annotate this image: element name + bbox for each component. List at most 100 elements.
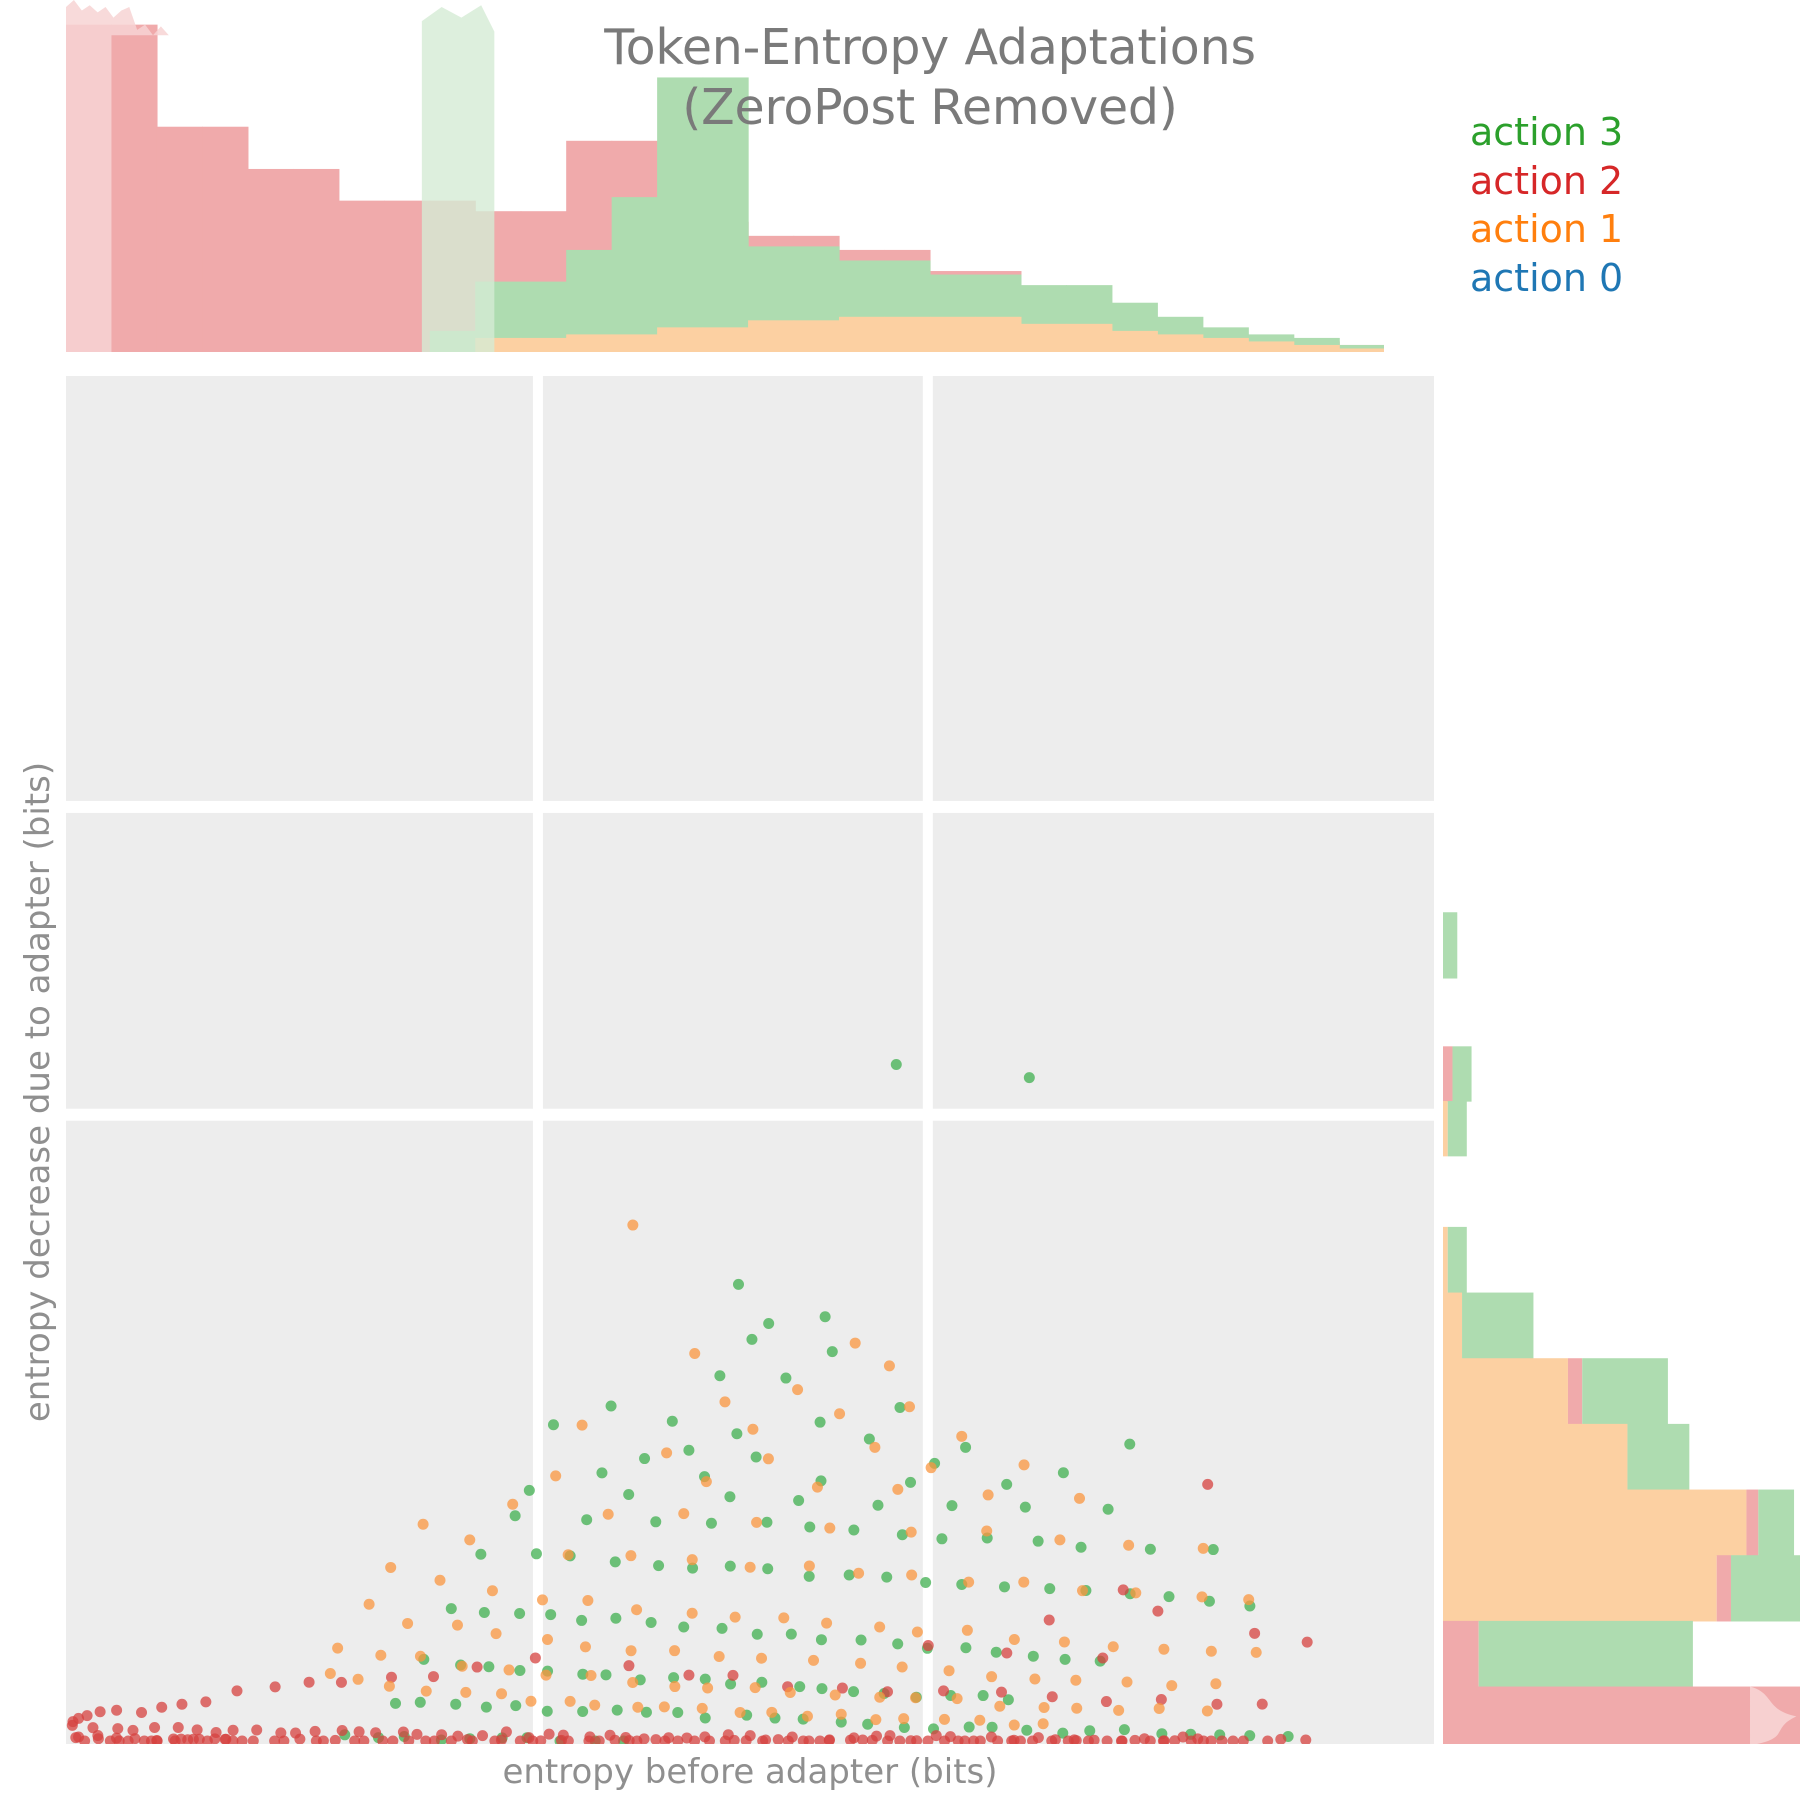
scatter-point bbox=[377, 1735, 389, 1744]
scatter-point bbox=[1058, 1636, 1070, 1648]
scatter-point bbox=[1118, 1724, 1130, 1736]
scatter-point bbox=[669, 1681, 681, 1693]
scatter-point bbox=[804, 1521, 816, 1533]
scatter-point bbox=[428, 1735, 440, 1744]
scatter-point bbox=[593, 1735, 605, 1744]
scatter-point bbox=[905, 1735, 917, 1744]
scatter-point bbox=[835, 1716, 847, 1728]
scatter-point bbox=[1196, 1591, 1208, 1603]
scatter-point bbox=[475, 1548, 487, 1560]
scatter-point bbox=[938, 1713, 950, 1725]
scatter-point bbox=[632, 1701, 644, 1713]
right-hist-kde-tail-shape bbox=[1750, 1686, 1797, 1744]
legend-item-action-2[interactable]: action 2 bbox=[1470, 158, 1624, 203]
scatter-point bbox=[751, 1516, 763, 1528]
scatter-point bbox=[699, 1673, 711, 1685]
scatter-point bbox=[611, 1704, 623, 1716]
scatter-point bbox=[951, 1693, 963, 1705]
scatter-point bbox=[797, 1735, 809, 1744]
scatter-point bbox=[811, 1481, 823, 1493]
scatter-point bbox=[1216, 1735, 1228, 1744]
scatter-point bbox=[1097, 1652, 1109, 1664]
scatter-point bbox=[1144, 1735, 1156, 1744]
scatter-point bbox=[397, 1726, 409, 1738]
scatter-plot-panel[interactable] bbox=[66, 376, 1434, 1744]
scatter-point bbox=[911, 1626, 923, 1638]
top-hist-bar bbox=[247, 168, 294, 352]
top-hist-bar bbox=[202, 126, 249, 352]
scatter-point bbox=[411, 1728, 423, 1740]
scatter-point bbox=[466, 1735, 478, 1744]
scatter-point bbox=[702, 1682, 714, 1694]
scatter-point bbox=[882, 1686, 894, 1698]
scatter-point bbox=[910, 1692, 922, 1704]
scatter-point bbox=[686, 1554, 698, 1566]
scatter-point bbox=[79, 1735, 91, 1744]
scatter-point bbox=[427, 1671, 439, 1683]
top-hist-bars bbox=[66, 24, 1384, 352]
scatter-point bbox=[986, 1721, 998, 1733]
scatter-point bbox=[896, 1529, 908, 1541]
scatter-point bbox=[1249, 1627, 1261, 1639]
scatter-point bbox=[324, 1668, 336, 1680]
scatter-point bbox=[778, 1612, 790, 1624]
scatter-point bbox=[387, 1735, 399, 1744]
legend-item-action-1[interactable]: action 1 bbox=[1470, 207, 1624, 252]
scatter-point bbox=[1243, 1594, 1255, 1606]
scatter-point bbox=[500, 1726, 512, 1738]
scatter-point bbox=[627, 1677, 639, 1689]
scatter-point bbox=[490, 1628, 502, 1640]
scatter-point bbox=[1001, 1478, 1013, 1490]
scatter-point bbox=[191, 1724, 203, 1736]
scatter-point bbox=[719, 1735, 731, 1744]
scatter-point bbox=[821, 1617, 833, 1629]
scatter-point bbox=[525, 1695, 537, 1707]
scatter-point bbox=[336, 1724, 348, 1736]
scatter-point bbox=[1158, 1643, 1170, 1655]
scatter-point bbox=[716, 1622, 728, 1634]
legend-item-action-0[interactable]: action 0 bbox=[1470, 255, 1624, 300]
y-axis-label: entropy decrease due to adapter (bits) bbox=[18, 761, 58, 1423]
scatter-point bbox=[814, 1416, 826, 1428]
scatter-point bbox=[1008, 1719, 1020, 1731]
top-hist-bar bbox=[1339, 344, 1384, 352]
scatter-point bbox=[959, 1735, 971, 1744]
scatter-point bbox=[631, 1735, 643, 1744]
scatter-point bbox=[1152, 1605, 1164, 1617]
scatter-point bbox=[1046, 1735, 1058, 1744]
scatter-point bbox=[724, 1560, 736, 1572]
scatter-point bbox=[609, 1734, 621, 1744]
legend-item-action-3[interactable]: action 3 bbox=[1470, 110, 1624, 154]
scatter-point bbox=[172, 1721, 184, 1733]
scatter-point bbox=[728, 1734, 740, 1744]
scatter-point bbox=[1102, 1503, 1114, 1515]
scatter-point bbox=[507, 1498, 519, 1510]
scatter-point bbox=[1059, 1653, 1071, 1665]
right-hist-bar-orange bbox=[1443, 1292, 1463, 1359]
scatter-point bbox=[835, 1708, 847, 1720]
scatter-point bbox=[866, 1734, 878, 1744]
scatter-point bbox=[903, 1401, 915, 1413]
scatter-point bbox=[509, 1510, 521, 1522]
scatter-point bbox=[963, 1721, 975, 1733]
scatter-point bbox=[1124, 1438, 1136, 1450]
scatter-point bbox=[269, 1735, 281, 1744]
chart-title: Token-Entropy Adaptations (ZeroPost Remo… bbox=[604, 19, 1256, 136]
scatter-point bbox=[749, 1682, 761, 1694]
scatter-point bbox=[451, 1619, 463, 1631]
scatter-point bbox=[1014, 1735, 1026, 1744]
scatter-point bbox=[1057, 1727, 1069, 1739]
scatter-point bbox=[678, 1508, 690, 1520]
scatter-point bbox=[303, 1676, 315, 1688]
right-hist-bar-green bbox=[1447, 1101, 1467, 1157]
scatter-point bbox=[780, 1372, 792, 1384]
scatter-point bbox=[576, 1419, 588, 1431]
scatter-point bbox=[974, 1735, 986, 1744]
scatter-point bbox=[540, 1669, 552, 1681]
scatter-point bbox=[402, 1617, 414, 1629]
scatter-point bbox=[645, 1616, 657, 1628]
scatter-point bbox=[956, 1430, 968, 1442]
top-hist-bar bbox=[111, 24, 158, 352]
scatter-point bbox=[639, 1453, 651, 1465]
scatter-point bbox=[576, 1614, 588, 1626]
